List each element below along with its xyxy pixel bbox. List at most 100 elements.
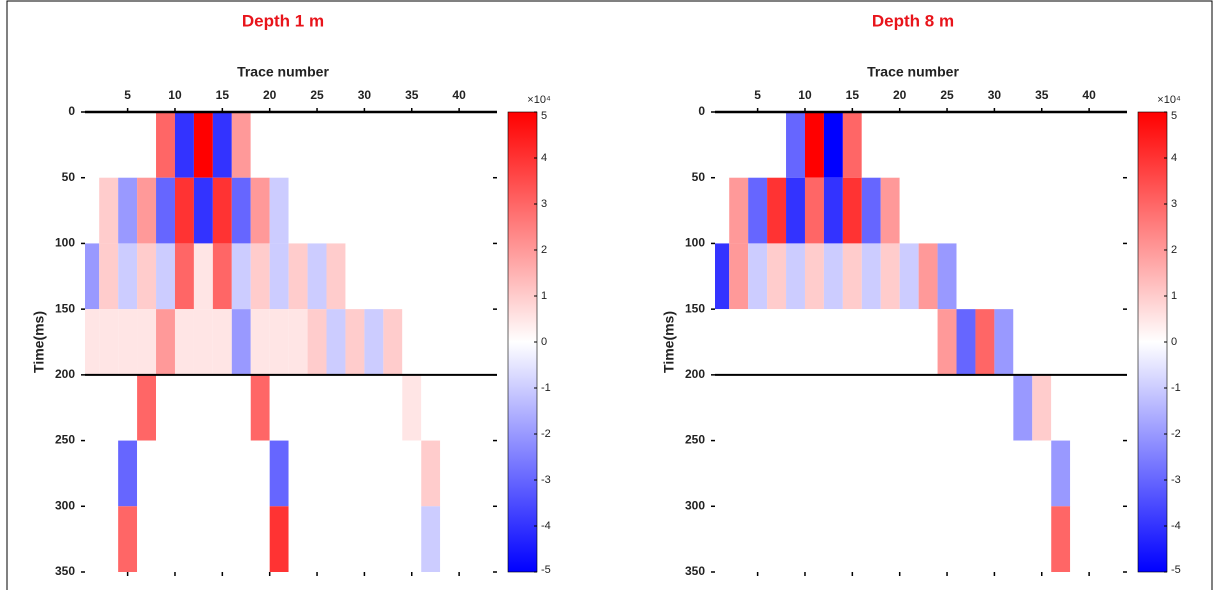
heat-cell xyxy=(118,506,138,572)
heat-cell xyxy=(1013,112,1033,178)
heat-cell xyxy=(193,374,213,441)
heat-cell xyxy=(307,374,327,441)
heat-cell xyxy=(880,506,900,572)
heat-cell xyxy=(1108,309,1127,375)
heat-cell xyxy=(269,506,289,572)
heat-cell xyxy=(918,112,938,178)
heat-cell xyxy=(918,506,938,572)
y-tick-label: 200 xyxy=(55,367,75,381)
colorbar-tick-label: -3 xyxy=(541,474,551,486)
heat-cell xyxy=(250,309,270,375)
heat-cell xyxy=(994,506,1014,572)
heat-cell xyxy=(250,177,270,244)
chart-title: Depth 8 m xyxy=(872,11,954,30)
heat-cell xyxy=(459,374,479,441)
heat-cell xyxy=(715,374,730,441)
heat-cell xyxy=(478,112,497,178)
heat-cell xyxy=(307,177,327,244)
heat-cell xyxy=(975,374,995,441)
colorbar-tick-label: 4 xyxy=(1171,152,1177,164)
y-tick-label: 350 xyxy=(685,564,705,578)
heat-cell xyxy=(715,243,730,310)
colorbar-tick-label: 2 xyxy=(541,244,547,256)
heat-cell xyxy=(786,440,805,507)
y-tick-label: 150 xyxy=(685,301,705,315)
heat-cell xyxy=(975,177,995,244)
x-tick-label: 35 xyxy=(1035,88,1049,102)
heat-cell xyxy=(345,440,365,507)
heat-cell xyxy=(842,440,862,507)
heat-cell xyxy=(383,112,403,178)
colorbar-tick-label: -1 xyxy=(1171,382,1181,394)
heat-cell xyxy=(212,309,232,375)
heat-cell xyxy=(1032,374,1052,441)
heat-cell xyxy=(440,506,460,572)
heat-cell xyxy=(1013,177,1033,244)
heat-cell xyxy=(880,440,900,507)
heat-cell xyxy=(1051,374,1071,441)
heat-cell xyxy=(899,309,919,375)
heat-cell xyxy=(823,243,843,310)
heat-cell xyxy=(137,243,157,310)
heat-cell xyxy=(937,112,957,178)
heat-cell xyxy=(193,243,213,310)
heat-cell xyxy=(715,309,730,375)
heat-cell xyxy=(383,506,403,572)
heat-cell xyxy=(156,440,175,507)
heat-cell xyxy=(1013,506,1033,572)
heat-cell xyxy=(118,243,138,310)
heat-cell xyxy=(918,440,938,507)
heat-cell xyxy=(212,374,232,441)
heat-cell xyxy=(1108,177,1127,244)
x-tick-label: 40 xyxy=(1082,88,1096,102)
colorbar-tick-label: -5 xyxy=(541,564,551,576)
y-tick-label: 200 xyxy=(685,367,705,381)
heat-cell xyxy=(1089,440,1109,507)
heat-cell xyxy=(421,112,441,178)
heat-cell xyxy=(994,177,1014,244)
heat-cell xyxy=(842,177,862,244)
heat-cell xyxy=(364,112,384,178)
heat-cell xyxy=(137,506,157,572)
x-tick-label: 10 xyxy=(798,88,812,102)
heat-cell xyxy=(174,309,194,375)
heat-cell xyxy=(250,243,270,310)
heat-cell xyxy=(748,177,768,244)
heat-cell xyxy=(156,243,175,310)
heat-cell xyxy=(137,440,157,507)
heat-cell xyxy=(804,374,824,441)
heat-cell xyxy=(269,440,289,507)
heat-cell xyxy=(364,177,384,244)
heat-cell xyxy=(975,243,995,310)
heat-cell xyxy=(729,440,749,507)
heat-cell xyxy=(459,506,479,572)
heat-cell xyxy=(729,243,749,310)
heat-cell xyxy=(250,374,270,441)
colorbar-exponent: ×10⁴ xyxy=(527,94,551,106)
heat-cell xyxy=(823,374,843,441)
colorbar-tick-label: 3 xyxy=(1171,198,1177,210)
heat-cell xyxy=(956,177,976,244)
heat-cell xyxy=(421,177,441,244)
heat-cell xyxy=(748,243,768,310)
y-tick-label: 100 xyxy=(685,236,705,250)
heat-cell xyxy=(880,177,900,244)
heat-cell xyxy=(231,243,251,310)
heat-cell xyxy=(861,440,881,507)
heat-cell xyxy=(918,309,938,375)
x-axis-label: Trace number xyxy=(867,64,959,80)
heat-cell xyxy=(383,177,403,244)
heat-cell xyxy=(478,309,497,375)
heat-cell xyxy=(1032,506,1052,572)
heat-cell xyxy=(767,243,787,310)
heat-cell xyxy=(956,506,976,572)
heat-cell xyxy=(861,506,881,572)
heat-cell xyxy=(193,309,213,375)
heat-cell xyxy=(842,112,862,178)
heat-cell xyxy=(250,112,270,178)
x-tick-label: 5 xyxy=(124,88,131,102)
heat-cell xyxy=(85,374,100,441)
heat-cell xyxy=(478,506,497,572)
colorbar-tick-label: -3 xyxy=(1171,474,1181,486)
x-tick-label: 30 xyxy=(988,88,1002,102)
